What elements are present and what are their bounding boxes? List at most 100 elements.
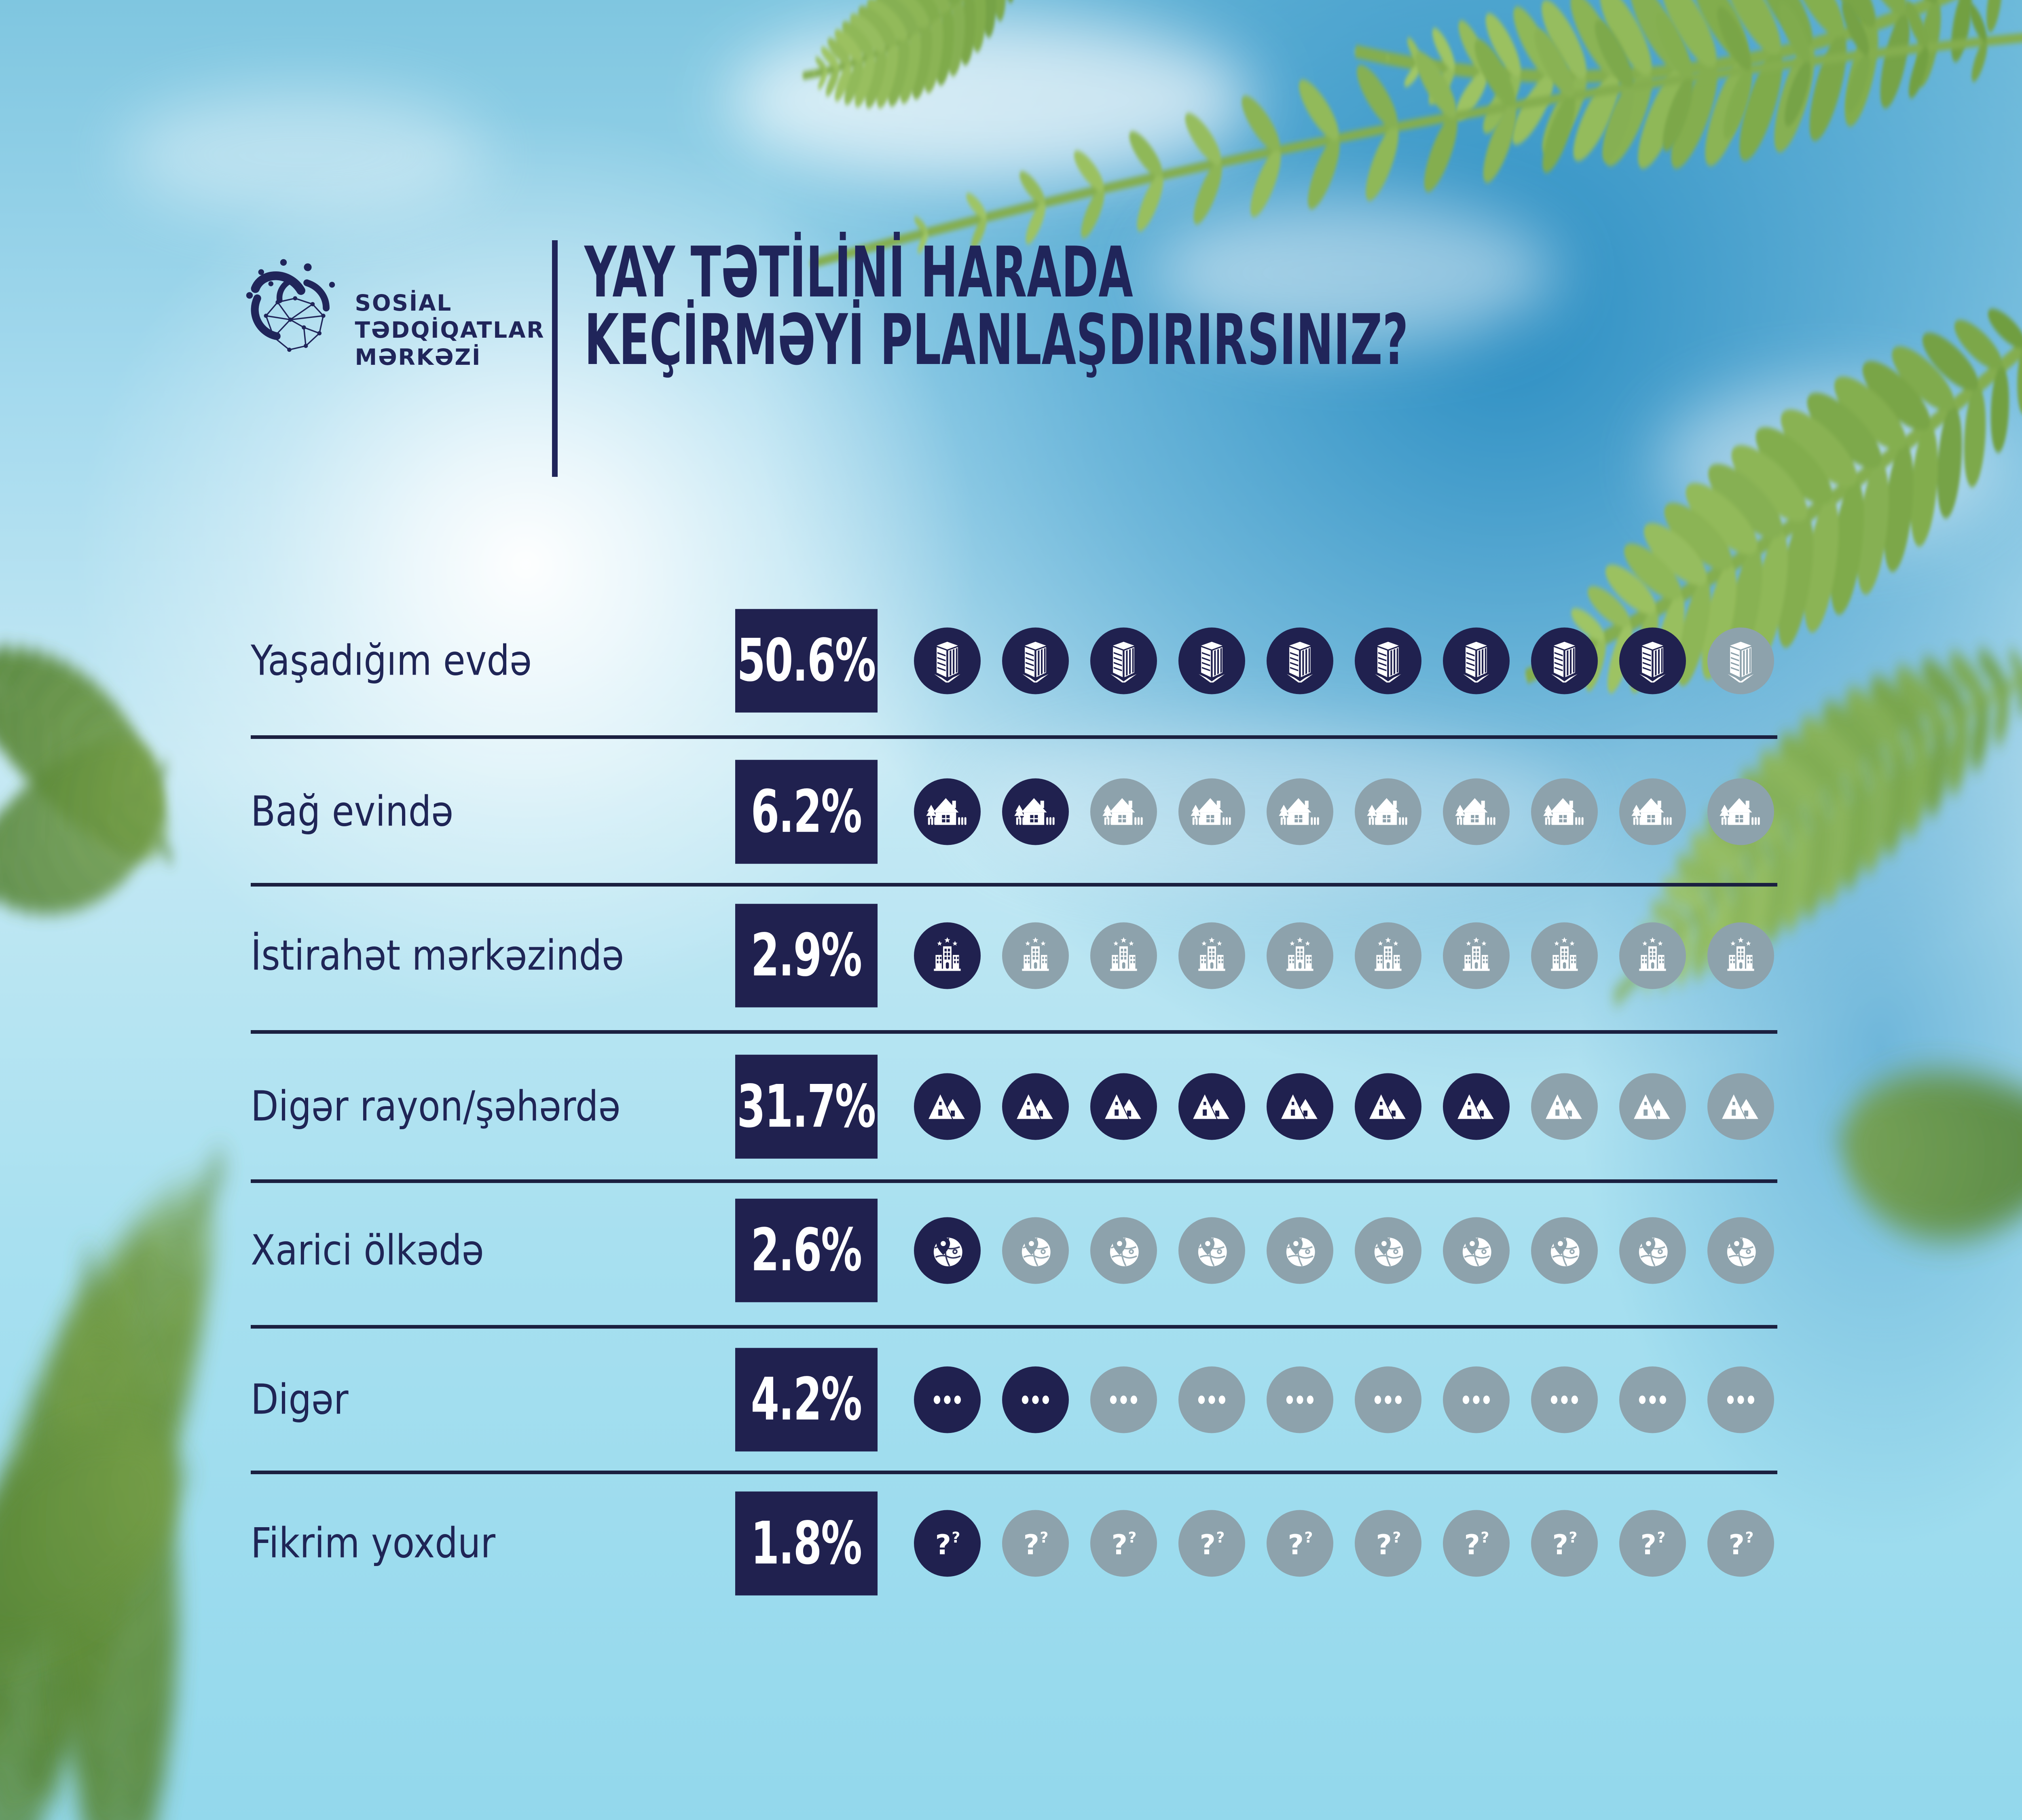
a-frame-houses-icon — [1355, 1073, 1421, 1140]
apartment-building-icon — [1355, 627, 1421, 694]
cottage-house-icon — [1178, 778, 1245, 845]
cottage-house-icon — [1443, 778, 1510, 845]
pictogram-icons — [914, 1073, 1774, 1140]
percentage-badge: 1.8% — [735, 1491, 878, 1596]
svg-text:?: ? — [1657, 1529, 1665, 1546]
percentage-badge: 2.6% — [735, 1198, 878, 1302]
ellipsis-dots-icon — [1619, 1366, 1686, 1433]
apartment-building-icon — [1619, 627, 1686, 694]
apartment-building-icon — [1090, 627, 1157, 694]
cottage-house-icon — [1619, 778, 1686, 845]
cottage-house-icon — [1531, 778, 1598, 845]
cottage-house-icon — [1090, 778, 1157, 845]
cottage-house-icon — [1707, 778, 1774, 845]
ellipsis-dots-icon — [1267, 1366, 1333, 1433]
question-marks-icon: ?? — [1090, 1510, 1157, 1577]
question-marks-icon: ?? — [1443, 1510, 1510, 1577]
a-frame-houses-icon — [1707, 1073, 1774, 1140]
svg-text:?: ? — [1745, 1529, 1753, 1546]
category-label: Bağ evində — [251, 787, 454, 836]
svg-text:?: ? — [1481, 1529, 1489, 1546]
svg-text:?: ? — [1288, 1529, 1304, 1561]
percentage-value: 2.6% — [751, 1216, 862, 1285]
a-frame-houses-icon — [914, 1073, 981, 1140]
percentage-value: 2.9% — [751, 921, 862, 990]
row-separator — [251, 735, 1777, 739]
a-frame-houses-icon — [1443, 1073, 1510, 1140]
cottage-house-icon — [914, 778, 981, 845]
stm-logo-icon — [246, 259, 335, 352]
a-frame-houses-icon — [1090, 1073, 1157, 1140]
resort-hotel-icon — [1002, 922, 1069, 989]
svg-text:?: ? — [1128, 1529, 1136, 1546]
brand-line: TƏDQİQATLAR — [355, 317, 545, 343]
svg-text:?: ? — [1392, 1529, 1401, 1546]
ellipsis-dots-icon — [1355, 1366, 1421, 1433]
globe-pin-icon — [1002, 1217, 1069, 1284]
ellipsis-dots-icon — [1707, 1366, 1774, 1433]
question-marks-icon: ?? — [1619, 1510, 1686, 1577]
percentage-badge: 50.6% — [735, 609, 878, 713]
row-separator — [251, 1030, 1777, 1034]
ellipsis-dots-icon — [1531, 1366, 1598, 1433]
resort-hotel-icon — [914, 922, 981, 989]
cottage-house-icon — [1355, 778, 1421, 845]
svg-text:?: ? — [1464, 1529, 1480, 1561]
ellipsis-dots-icon — [1178, 1366, 1245, 1433]
globe-pin-icon — [1619, 1217, 1686, 1284]
brand-name: SOSİAL TƏDQİQATLAR MƏRKƏZİ — [355, 290, 545, 371]
ellipsis-dots-icon — [914, 1366, 981, 1433]
resort-hotel-icon — [1531, 922, 1598, 989]
apartment-building-icon — [1178, 627, 1245, 694]
svg-text:?: ? — [1569, 1529, 1577, 1546]
svg-text:?: ? — [1216, 1529, 1225, 1546]
row-separator — [251, 1179, 1777, 1183]
cottage-house-icon — [1267, 778, 1333, 845]
percentage-value: 4.2% — [751, 1365, 862, 1434]
apartment-building-icon — [914, 627, 981, 694]
svg-text:?: ? — [1112, 1529, 1127, 1561]
resort-hotel-icon — [1090, 922, 1157, 989]
question-marks-icon: ?? — [1531, 1510, 1598, 1577]
pictogram-icons — [914, 627, 1774, 694]
question-marks-icon: ?? — [1178, 1510, 1245, 1577]
globe-pin-icon — [1443, 1217, 1510, 1284]
percentage-badge: 2.9% — [735, 904, 878, 1007]
a-frame-houses-icon — [1267, 1073, 1333, 1140]
category-label: Fikrim yoxdur — [251, 1519, 496, 1568]
resort-hotel-icon — [1267, 922, 1333, 989]
question-marks-icon: ?? — [914, 1510, 981, 1577]
question-marks-icon: ?? — [1002, 1510, 1069, 1577]
category-label: Digər — [251, 1376, 349, 1424]
resort-hotel-icon — [1443, 922, 1510, 989]
pictogram-icons — [914, 1217, 1774, 1284]
apartment-building-icon — [1267, 627, 1333, 694]
header-divider — [552, 240, 558, 477]
pictogram-icons: ???????????????????? — [914, 1510, 1774, 1577]
percentage-badge: 31.7% — [735, 1054, 878, 1159]
pictogram-icons — [914, 778, 1774, 845]
svg-text:?: ? — [1024, 1529, 1039, 1561]
svg-text:?: ? — [1376, 1529, 1392, 1561]
globe-pin-icon — [1267, 1217, 1333, 1284]
resort-hotel-icon — [1619, 922, 1686, 989]
resort-hotel-icon — [1178, 922, 1245, 989]
percentage-value: 6.2% — [751, 777, 862, 846]
globe-pin-icon — [1178, 1217, 1245, 1284]
page-title: YAY TƏTİLİNİ HARADA KEÇİRMƏYİ PLANLAŞDIR… — [584, 237, 1409, 375]
svg-text:?: ? — [935, 1529, 951, 1561]
globe-pin-icon — [1707, 1217, 1774, 1284]
row-separator — [251, 882, 1777, 887]
brand-line: SOSİAL — [355, 290, 453, 316]
svg-text:?: ? — [1200, 1529, 1216, 1561]
question-marks-icon: ?? — [1707, 1510, 1774, 1577]
globe-pin-icon — [1531, 1217, 1598, 1284]
category-label: Xarici ölkədə — [251, 1226, 484, 1274]
percentage-badge: 6.2% — [735, 760, 878, 864]
globe-pin-icon — [914, 1217, 981, 1284]
pictogram-icons — [914, 1366, 1774, 1433]
svg-text:?: ? — [1729, 1529, 1745, 1561]
ellipsis-dots-icon — [1443, 1366, 1510, 1433]
globe-pin-icon — [1355, 1217, 1421, 1284]
